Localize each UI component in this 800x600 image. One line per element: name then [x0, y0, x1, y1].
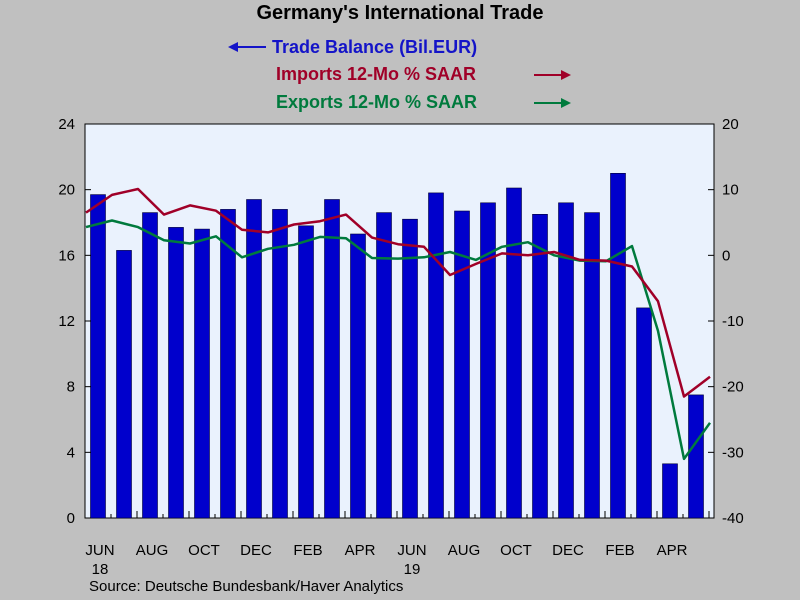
plot-area [84, 123, 715, 519]
x-axis-labels: JUN AUG OCT DEC FEB APR JUN AUG OCT DEC FEB APR 18 19 [85, 542, 687, 578]
legend-item-trade-balance: Trade Balance (Bil.EUR) [228, 37, 477, 57]
right-axis-tick-label: -10 [722, 313, 744, 330]
x-axis-year-label: 19 [404, 561, 421, 578]
bar-trade-balance [324, 199, 340, 519]
right-axis-tick-label: 10 [722, 182, 739, 199]
bar-trade-balance [480, 202, 496, 519]
x-axis-tick-label: DEC [552, 542, 584, 559]
x-axis-tick-label: JUN [85, 542, 114, 559]
bar-trade-balance [220, 209, 236, 519]
line-imports [85, 187, 711, 398]
legend-label-exports: Exports 12-Mo % SAAR [276, 92, 477, 112]
right-axis-tick-label: 20 [722, 116, 739, 133]
x-axis-tick-label: AUG [136, 542, 169, 559]
right-axis-tick-label: 0 [722, 247, 730, 264]
x-axis-tick-label: OCT [500, 542, 532, 559]
bar-trade-balance [376, 212, 392, 519]
legend-item-exports: Exports 12-Mo % SAAR [276, 92, 571, 112]
legend-arrow-right-icon [561, 98, 571, 108]
x-axis-tick-label: APR [657, 542, 688, 559]
bar-trade-balance [428, 192, 444, 519]
x-axis-tick-label: OCT [188, 542, 220, 559]
legend-arrow-left-icon [228, 42, 238, 52]
left-axis-tick-label: 20 [58, 182, 75, 199]
legend-item-imports: Imports 12-Mo % SAAR [276, 64, 571, 84]
x-axis-tick-label: FEB [605, 542, 634, 559]
bar-trade-balance [194, 228, 210, 519]
x-axis-tick-label: DEC [240, 542, 272, 559]
bar-trade-balance [246, 199, 262, 519]
legend-label-imports: Imports 12-Mo % SAAR [276, 64, 476, 84]
bar-trade-balance [168, 227, 184, 519]
left-axis-tick-label: 24 [58, 116, 75, 133]
bar-trade-balance [662, 463, 678, 519]
left-axis-tick-label: 16 [58, 247, 75, 264]
x-axis-tick-label: APR [345, 542, 376, 559]
right-axis-tick-label: -20 [722, 379, 744, 396]
x-axis-year-label: 18 [92, 561, 109, 578]
bar-trade-balance [636, 307, 652, 519]
bar-trade-balance [116, 250, 132, 519]
legend-label-trade-balance: Trade Balance (Bil.EUR) [272, 37, 477, 57]
bar-trade-balance [142, 212, 158, 519]
left-axis-tick-label: 0 [67, 510, 75, 527]
x-axis-tick-label: AUG [448, 542, 481, 559]
bar-trade-balance [298, 225, 314, 519]
bar-trade-balance [402, 218, 418, 519]
bar-trade-balance [584, 212, 600, 519]
bar-trade-balance [350, 233, 366, 519]
left-axis-tick-label: 8 [67, 379, 75, 396]
source-note: Source: Deutsche Bundesbank/Haver Analyt… [89, 578, 403, 595]
left-axis-tick-label: 12 [58, 313, 75, 330]
axes: 0 4 8 12 16 20 24 -40 -30 -20 -10 0 10 20 [58, 116, 743, 527]
x-axis-tick-label: JUN [397, 542, 426, 559]
bar-trade-balance [90, 194, 106, 519]
bar-trade-balance [688, 394, 704, 519]
chart-title: Germany's International Trade [256, 2, 543, 24]
series-lines [85, 187, 712, 461]
right-axis-tick-label: -30 [722, 444, 744, 461]
legend-arrow-right-icon [561, 70, 571, 80]
bar-trade-balance [454, 210, 470, 519]
legend: Trade Balance (Bil.EUR) Imports 12-Mo % … [228, 37, 571, 112]
left-axis-tick-label: 4 [67, 444, 75, 461]
bars-trade-balance [90, 173, 704, 519]
right-axis-tick-label: -40 [722, 510, 744, 527]
bar-trade-balance [558, 202, 574, 519]
x-axis-tick-label: FEB [293, 542, 322, 559]
bar-trade-balance [532, 214, 548, 519]
bar-trade-balance [272, 209, 288, 519]
bar-trade-balance [610, 173, 626, 519]
bar-trade-balance [506, 187, 522, 519]
